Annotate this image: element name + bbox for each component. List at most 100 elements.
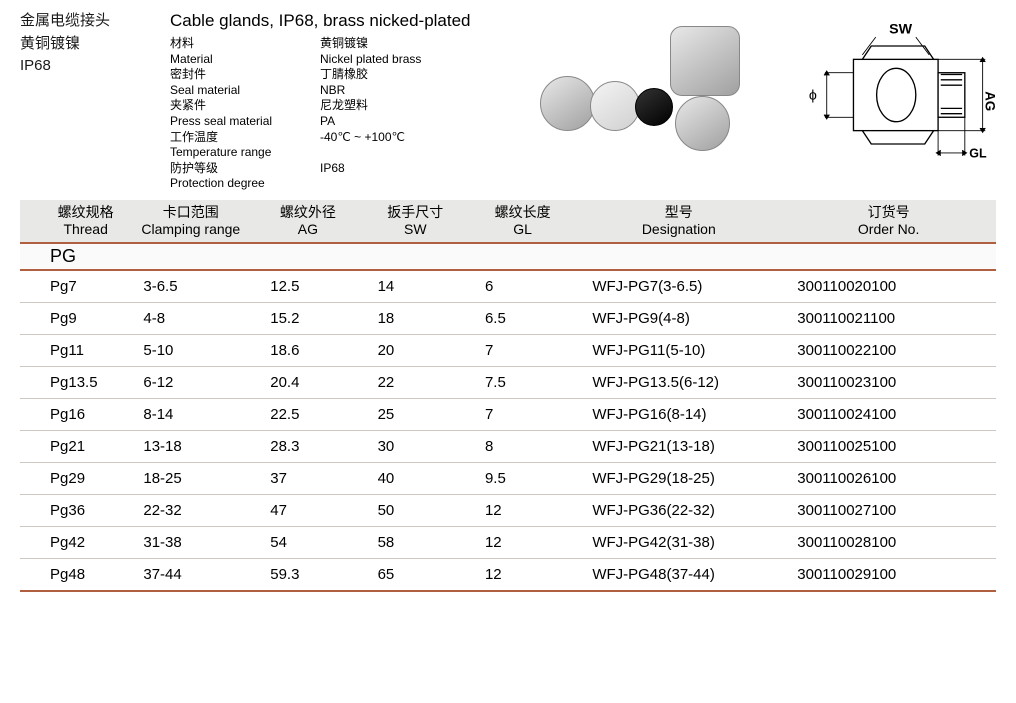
cell-des: WFJ-PG48(37-44) bbox=[576, 558, 781, 591]
table-row: Pg3622-32475012WFJ-PG36(22-32)3001100271… bbox=[20, 494, 996, 526]
title-cn-3: IP68 bbox=[20, 55, 150, 78]
col-header-en: AG bbox=[260, 221, 355, 238]
section-label: PG bbox=[20, 243, 996, 270]
cell-gl: 12 bbox=[469, 494, 576, 526]
col-header: 螺纹外径AG bbox=[254, 200, 361, 243]
cell-sw: 30 bbox=[362, 430, 469, 462]
header-block: 金属电缆接头 黄铜镀镍 IP68 Cable glands, IP68, bra… bbox=[20, 10, 996, 192]
datasheet-page: 金属电缆接头 黄铜镀镍 IP68 Cable glands, IP68, bra… bbox=[0, 0, 1016, 602]
table-row: Pg2113-1828.3308WFJ-PG21(13-18)300110025… bbox=[20, 430, 996, 462]
spec-val-en: -40℃ ~ +100℃ bbox=[320, 130, 500, 146]
cell-thread: Pg36 bbox=[20, 494, 127, 526]
cell-ord: 300110026100 bbox=[781, 462, 996, 494]
spec-row: 夹紧件Press seal material尼龙塑料PA bbox=[170, 98, 500, 129]
spec-val-cn: 丁腈橡胶 bbox=[320, 67, 500, 83]
col-header: 扳手尺寸SW bbox=[362, 200, 469, 243]
col-header-en: Order No. bbox=[787, 221, 990, 238]
table-row: Pg4231-38545812WFJ-PG42(31-38)3001100281… bbox=[20, 526, 996, 558]
col-header-cn: 螺纹外径 bbox=[260, 204, 355, 221]
section-row: PG bbox=[20, 243, 996, 270]
col-header-cn: 螺纹规格 bbox=[50, 204, 121, 221]
spec-val-en: IP68 bbox=[320, 161, 500, 177]
spec-val-cn: 尼龙塑料 bbox=[320, 98, 500, 114]
spec-key-en: Press seal material bbox=[170, 114, 320, 130]
col-header: 型号Designation bbox=[576, 200, 781, 243]
table-row: Pg2918-2537409.5WFJ-PG29(18-25)300110026… bbox=[20, 462, 996, 494]
cell-ord: 300110029100 bbox=[781, 558, 996, 591]
table-row: Pg73-6.512.5146WFJ-PG7(3-6.5)30011002010… bbox=[20, 270, 996, 303]
col-header: 螺纹规格Thread bbox=[20, 200, 127, 243]
cell-ag: 12.5 bbox=[254, 270, 361, 303]
cell-des: WFJ-PG42(31-38) bbox=[576, 526, 781, 558]
cell-ag: 37 bbox=[254, 462, 361, 494]
spec-val: -40℃ ~ +100℃ bbox=[320, 130, 500, 161]
cell-sw: 25 bbox=[362, 398, 469, 430]
cell-ag: 28.3 bbox=[254, 430, 361, 462]
product-photo bbox=[520, 10, 780, 192]
spec-val-cn: 黄铜镀镍 bbox=[320, 36, 500, 52]
table-row: Pg94-815.2186.5WFJ-PG9(4-8)300110021100 bbox=[20, 302, 996, 334]
spec-row: 工作温度Temperature range-40℃ ~ +100℃ bbox=[170, 130, 500, 161]
spec-key-en: Protection degree bbox=[170, 176, 320, 192]
spec-key-en: Temperature range bbox=[170, 145, 320, 161]
cell-ag: 20.4 bbox=[254, 366, 361, 398]
cell-des: WFJ-PG11(5-10) bbox=[576, 334, 781, 366]
col-header-en: Designation bbox=[582, 221, 775, 238]
spec-key-cn: 防护等级 bbox=[170, 161, 320, 177]
cell-clamp: 6-12 bbox=[127, 366, 254, 398]
spec-key: 防护等级Protection degree bbox=[170, 161, 320, 192]
cell-des: WFJ-PG7(3-6.5) bbox=[576, 270, 781, 303]
cell-sw: 58 bbox=[362, 526, 469, 558]
cell-ag: 18.6 bbox=[254, 334, 361, 366]
cell-clamp: 13-18 bbox=[127, 430, 254, 462]
cell-clamp: 3-6.5 bbox=[127, 270, 254, 303]
label-sw: SW bbox=[889, 22, 913, 38]
cell-des: WFJ-PG9(4-8) bbox=[576, 302, 781, 334]
cell-gl: 9.5 bbox=[469, 462, 576, 494]
cell-ag: 59.3 bbox=[254, 558, 361, 591]
cell-ag: 15.2 bbox=[254, 302, 361, 334]
col-header-cn: 螺纹长度 bbox=[475, 204, 570, 221]
table-row: Pg168-1422.5257WFJ-PG16(8-14)30011002410… bbox=[20, 398, 996, 430]
cell-sw: 20 bbox=[362, 334, 469, 366]
cell-ag: 54 bbox=[254, 526, 361, 558]
cell-ord: 300110023100 bbox=[781, 366, 996, 398]
cell-ord: 300110027100 bbox=[781, 494, 996, 526]
cell-clamp: 5-10 bbox=[127, 334, 254, 366]
cell-clamp: 37-44 bbox=[127, 558, 254, 591]
label-phi: ϕ bbox=[809, 87, 817, 103]
spec-key-en: Seal material bbox=[170, 83, 320, 99]
cell-ord: 300110024100 bbox=[781, 398, 996, 430]
table-body: PGPg73-6.512.5146WFJ-PG7(3-6.5)300110020… bbox=[20, 243, 996, 591]
spec-val: IP68 bbox=[320, 161, 500, 192]
spec-block: Cable glands, IP68, brass nicked-plated … bbox=[170, 10, 500, 192]
cell-ord: 300110028100 bbox=[781, 526, 996, 558]
cell-sw: 18 bbox=[362, 302, 469, 334]
cell-des: WFJ-PG16(8-14) bbox=[576, 398, 781, 430]
cell-thread: Pg21 bbox=[20, 430, 127, 462]
spec-val-en: PA bbox=[320, 114, 500, 130]
cell-clamp: 4-8 bbox=[127, 302, 254, 334]
cell-sw: 50 bbox=[362, 494, 469, 526]
spec-val-en: Nickel plated brass bbox=[320, 52, 500, 68]
col-header-cn: 卡口范围 bbox=[133, 204, 248, 221]
cell-thread: Pg48 bbox=[20, 558, 127, 591]
cell-clamp: 31-38 bbox=[127, 526, 254, 558]
cell-sw: 40 bbox=[362, 462, 469, 494]
cell-thread: Pg7 bbox=[20, 270, 127, 303]
table-row: Pg4837-4459.36512WFJ-PG48(37-44)30011002… bbox=[20, 558, 996, 591]
cell-sw: 14 bbox=[362, 270, 469, 303]
spec-val: 尼龙塑料PA bbox=[320, 98, 500, 129]
col-header-en: GL bbox=[475, 221, 570, 238]
cell-clamp: 8-14 bbox=[127, 398, 254, 430]
cell-thread: Pg13.5 bbox=[20, 366, 127, 398]
spec-row: 防护等级Protection degreeIP68 bbox=[170, 161, 500, 192]
col-header-en: SW bbox=[368, 221, 463, 238]
cell-ag: 22.5 bbox=[254, 398, 361, 430]
title-en: Cable glands, IP68, brass nicked-plated bbox=[170, 10, 500, 32]
title-cn-2: 黄铜镀镍 bbox=[20, 33, 150, 56]
cell-ag: 47 bbox=[254, 494, 361, 526]
col-header: 卡口范围Clamping range bbox=[127, 200, 254, 243]
spec-val: 黄铜镀镍Nickel plated brass bbox=[320, 36, 500, 67]
spec-key: 夹紧件Press seal material bbox=[170, 98, 320, 129]
